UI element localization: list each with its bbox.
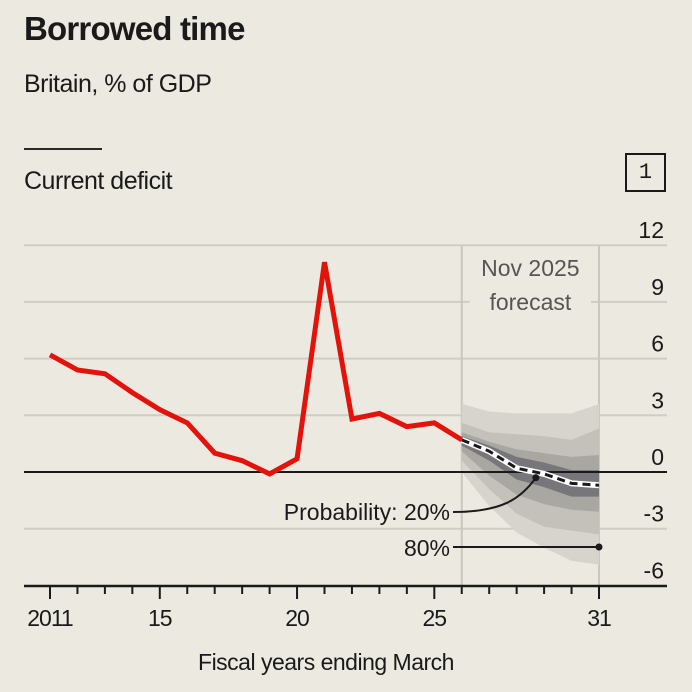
annotations: [452, 474, 603, 551]
y-tick-label: 0: [651, 444, 664, 470]
y-tick-label: 6: [651, 331, 664, 357]
series-lines: [48, 261, 600, 489]
forecast-region: [460, 246, 600, 586]
outturn-line: [48, 261, 464, 477]
forecast-label-background: [469, 250, 591, 318]
x-tick-label: 2011: [27, 605, 73, 631]
panel-number-badge: 1: [625, 153, 666, 192]
y-tick-label: -3: [644, 501, 664, 527]
y-tick-label: 12: [638, 217, 664, 243]
probability-20-dot: [532, 474, 540, 482]
axes: 12 9 6 3 0 -3 -6 2011 15 20 25 31: [24, 217, 667, 631]
chart-subtitle: Britain, % of GDP: [24, 70, 212, 98]
panel-title: Current deficit: [24, 167, 173, 195]
x-tick-label: 15: [148, 605, 172, 631]
x-axis-label: Fiscal years ending March: [198, 649, 454, 675]
y-tick-label: 9: [651, 274, 664, 300]
probability-80-label: 80%: [404, 535, 450, 561]
probability-80-dot: [595, 543, 603, 551]
forecast-label-line2: forecast: [489, 289, 571, 315]
forecast-central-line: [461, 438, 600, 487]
x-tick-label: 25: [423, 605, 447, 631]
chart-title: Borrowed time: [24, 10, 245, 47]
y-tick-label: 3: [651, 387, 664, 413]
header-rule: [24, 148, 102, 150]
forecast-label-line1: Nov 2025: [481, 255, 579, 281]
probability-20-leader: [452, 477, 537, 513]
x-tick-label: 31: [587, 605, 611, 631]
probability-20-label: Probability: 20%: [284, 499, 450, 525]
y-tick-label: -6: [644, 557, 664, 583]
x-tick-label: 20: [285, 605, 309, 631]
